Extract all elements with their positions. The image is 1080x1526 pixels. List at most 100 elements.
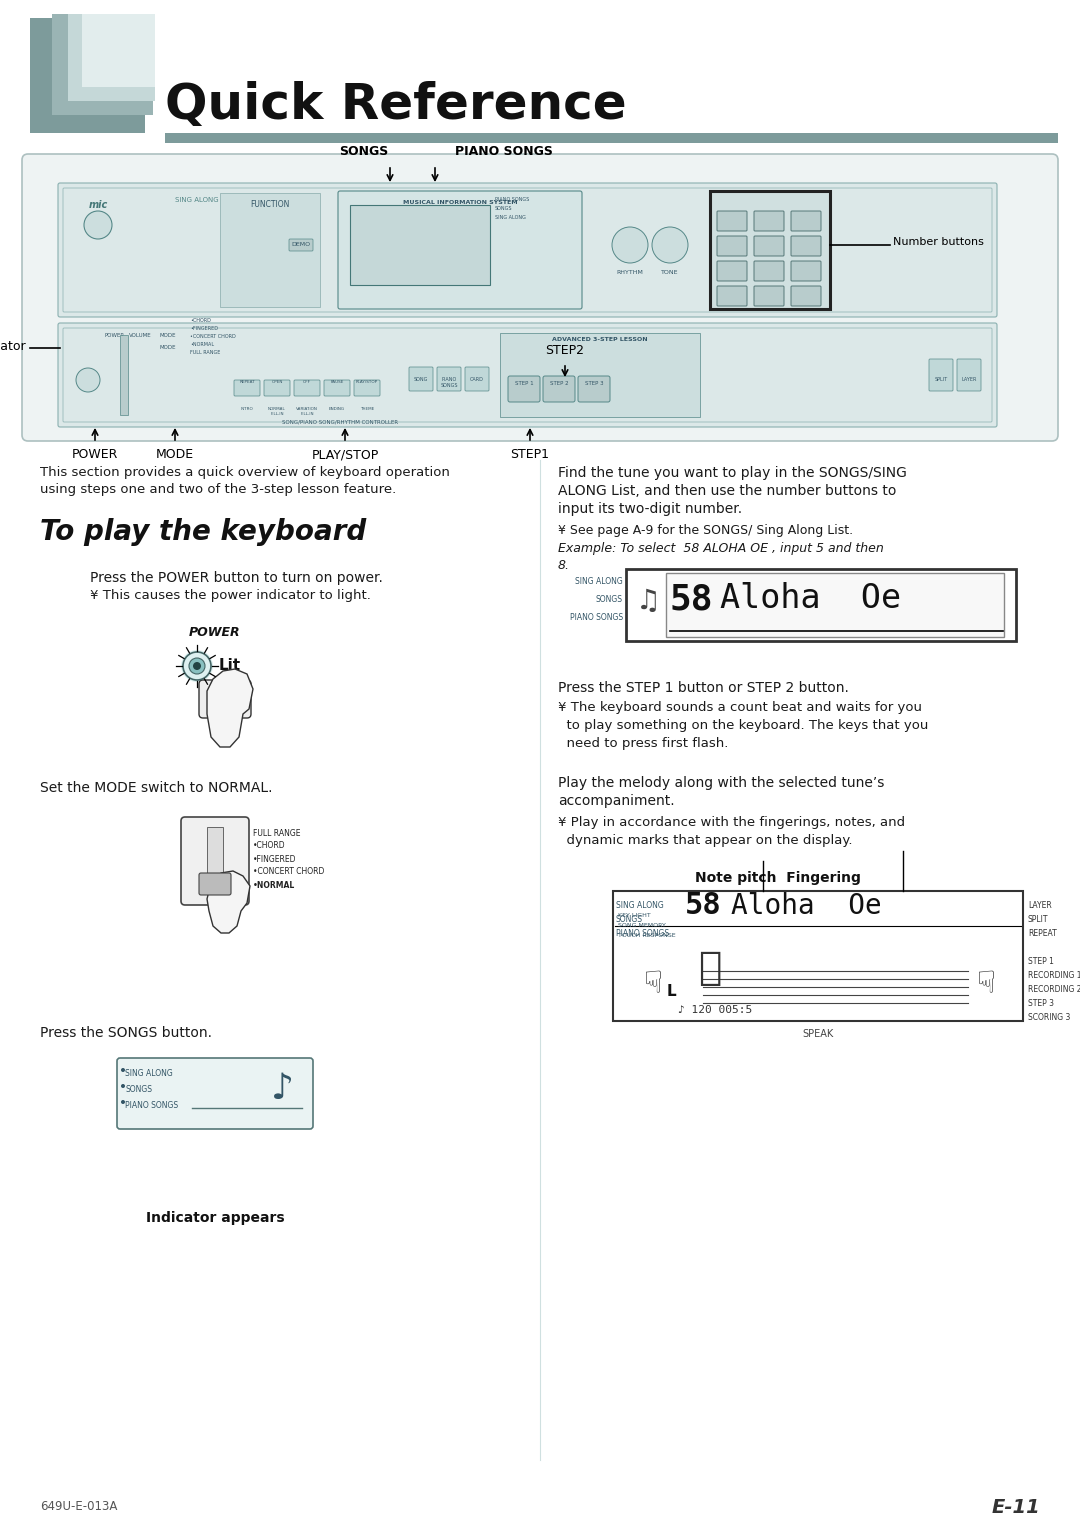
- Text: STEP 3: STEP 3: [1028, 1000, 1054, 1009]
- Text: POWER: POWER: [105, 333, 125, 337]
- Text: Press the POWER button to turn on power.: Press the POWER button to turn on power.: [90, 571, 383, 584]
- Bar: [626, 569, 1016, 641]
- Text: ☞: ☞: [634, 969, 662, 996]
- FancyBboxPatch shape: [199, 681, 251, 719]
- Text: ENDING: ENDING: [329, 407, 346, 410]
- Circle shape: [189, 658, 205, 674]
- FancyBboxPatch shape: [264, 380, 291, 397]
- Text: MODE: MODE: [194, 816, 237, 829]
- Text: Press the SONGS button.: Press the SONGS button.: [40, 1025, 212, 1041]
- Text: LAYER: LAYER: [1028, 900, 1052, 909]
- Bar: [710, 191, 831, 308]
- Text: Aloha  Oe: Aloha Oe: [731, 893, 881, 920]
- FancyBboxPatch shape: [791, 237, 821, 256]
- FancyBboxPatch shape: [354, 380, 380, 397]
- Text: Aloha  Oe: Aloha Oe: [720, 583, 901, 615]
- FancyBboxPatch shape: [181, 816, 249, 905]
- Text: FULL RANGE: FULL RANGE: [190, 349, 220, 356]
- Text: Lit: Lit: [219, 659, 241, 673]
- Bar: [207, 827, 222, 896]
- Circle shape: [181, 650, 213, 682]
- Text: 8.: 8.: [558, 559, 570, 572]
- Bar: [350, 204, 490, 285]
- Bar: [666, 572, 1004, 636]
- Text: Play the melody along with the selected tune’s: Play the melody along with the selected …: [558, 777, 885, 790]
- Text: CARD: CARD: [470, 377, 484, 382]
- Text: RECORDING 2: RECORDING 2: [1028, 984, 1080, 993]
- Circle shape: [652, 227, 688, 262]
- Text: SING ALONG: SING ALONG: [125, 1068, 173, 1077]
- Text: VARIATION
FILL-IN: VARIATION FILL-IN: [296, 407, 318, 415]
- FancyBboxPatch shape: [754, 285, 784, 307]
- FancyBboxPatch shape: [791, 211, 821, 230]
- Text: using steps one and two of the 3-step lesson feature.: using steps one and two of the 3-step le…: [40, 484, 396, 496]
- FancyBboxPatch shape: [791, 261, 821, 281]
- Text: ¥ The keyboard sounds a count beat and waits for you: ¥ The keyboard sounds a count beat and w…: [558, 700, 922, 714]
- Text: ¥ See page A-9 for the SONGS/ Sing Along List.: ¥ See page A-9 for the SONGS/ Sing Along…: [558, 523, 853, 537]
- Text: •CHORD: •CHORD: [253, 841, 285, 850]
- Text: RHYTHM: RHYTHM: [617, 270, 644, 275]
- Text: •CONCERT CHORD: •CONCERT CHORD: [190, 334, 235, 339]
- Text: PIANO SONGS: PIANO SONGS: [495, 197, 529, 201]
- Text: MUSICAL INFORMATION SYSTEM: MUSICAL INFORMATION SYSTEM: [403, 200, 517, 204]
- Text: KEY LIGHT: KEY LIGHT: [618, 913, 651, 919]
- Text: Quick Reference: Quick Reference: [165, 81, 626, 130]
- Text: ALONG List, and then use the number buttons to: ALONG List, and then use the number butt…: [558, 484, 896, 497]
- Text: SONG/PIANO SONG/RHYTHM CONTROLLER: SONG/PIANO SONG/RHYTHM CONTROLLER: [282, 420, 399, 426]
- FancyBboxPatch shape: [437, 366, 461, 391]
- FancyBboxPatch shape: [508, 375, 540, 401]
- Text: STEP1: STEP1: [511, 449, 550, 461]
- Text: SING ALONG: SING ALONG: [495, 215, 526, 220]
- Text: TOUCH RESPONSE: TOUCH RESPONSE: [618, 932, 676, 938]
- Text: ☞: ☞: [967, 969, 996, 996]
- Text: •FINGERED: •FINGERED: [190, 327, 218, 331]
- FancyBboxPatch shape: [543, 375, 575, 401]
- Text: POWER: POWER: [71, 449, 118, 461]
- Text: SONG MEMORY: SONG MEMORY: [618, 923, 666, 928]
- Text: DEMO: DEMO: [292, 243, 311, 247]
- Text: TONE: TONE: [661, 270, 678, 275]
- Text: REPEAT: REPEAT: [1028, 929, 1056, 938]
- Text: MODE: MODE: [160, 345, 176, 349]
- Text: REPEAT: REPEAT: [239, 380, 255, 385]
- Text: SPLIT: SPLIT: [934, 377, 947, 382]
- Text: STEP2: STEP2: [545, 343, 584, 357]
- Text: •FINGERED: •FINGERED: [253, 855, 297, 864]
- Bar: [165, 133, 1058, 143]
- Text: PIANO
SONGS: PIANO SONGS: [441, 377, 458, 388]
- Text: MODE: MODE: [156, 449, 194, 461]
- FancyBboxPatch shape: [58, 183, 997, 317]
- Bar: [613, 891, 1023, 1021]
- Text: PIANO SONGS: PIANO SONGS: [125, 1100, 178, 1109]
- Circle shape: [121, 1100, 125, 1103]
- Text: 58: 58: [670, 581, 714, 617]
- FancyBboxPatch shape: [338, 191, 582, 308]
- FancyBboxPatch shape: [578, 375, 610, 401]
- FancyBboxPatch shape: [465, 366, 489, 391]
- Text: SPEAK: SPEAK: [802, 1029, 834, 1039]
- Text: •NORMAL: •NORMAL: [190, 342, 214, 346]
- Text: STEP 3: STEP 3: [584, 382, 604, 386]
- Text: SING ALONG: SING ALONG: [576, 577, 623, 586]
- Text: NORMAL
FILL-IN: NORMAL FILL-IN: [268, 407, 286, 415]
- Polygon shape: [207, 871, 249, 932]
- FancyBboxPatch shape: [717, 211, 747, 230]
- Text: PIANO SONGS: PIANO SONGS: [455, 145, 553, 159]
- Text: Note pitch  Fingering: Note pitch Fingering: [696, 871, 861, 885]
- Text: SCORING 3: SCORING 3: [1028, 1013, 1070, 1022]
- Text: SONGS: SONGS: [339, 145, 388, 159]
- FancyBboxPatch shape: [717, 261, 747, 281]
- FancyBboxPatch shape: [754, 261, 784, 281]
- Text: E-11: E-11: [991, 1499, 1040, 1517]
- Text: 649U-E-013A: 649U-E-013A: [40, 1500, 118, 1512]
- Text: STEP 1: STEP 1: [1028, 957, 1054, 966]
- Text: FUNCTION: FUNCTION: [251, 200, 289, 209]
- Text: PIANO SONGS: PIANO SONGS: [570, 612, 623, 621]
- FancyBboxPatch shape: [754, 237, 784, 256]
- FancyBboxPatch shape: [324, 380, 350, 397]
- FancyBboxPatch shape: [929, 359, 953, 391]
- Text: This section provides a quick overview of keyboard operation: This section provides a quick overview o…: [40, 465, 450, 479]
- Text: STEP 2: STEP 2: [550, 382, 568, 386]
- Text: mic: mic: [89, 200, 108, 211]
- Text: ¥ This causes the power indicator to light.: ¥ This causes the power indicator to lig…: [90, 589, 370, 601]
